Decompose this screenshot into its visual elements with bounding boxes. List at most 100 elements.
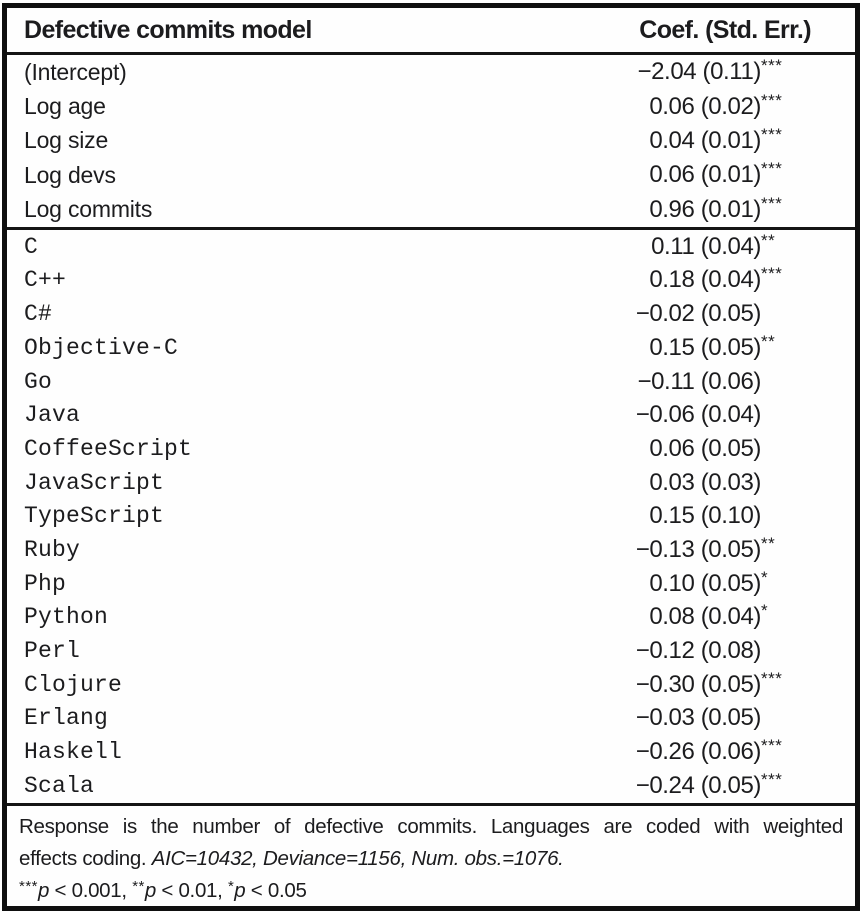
significance-stars: ** [132,877,145,895]
coef-value: −0.12 (0.08) [635,637,762,665]
significance-entry: ***p < 0.001, [19,877,133,902]
significance-threshold: < 0.05 [245,878,307,902]
row-value: 0.10 (0.05) * [649,567,791,598]
table-row: CoffeeScript 0.06 (0.05) [7,432,855,466]
section-model-controls: (Intercept) −2.04 (0.11) *** Log age 0.06 (0… [7,55,855,227]
coef-value: −0.11 (0.06) [637,367,761,395]
coef-value: 0.11 (0.04) [651,232,761,260]
significance-stars: *** [761,264,783,284]
section-languages: C 0.11 (0.04) ** C++ 0.18 (0.04) *** C# −0.02 (… [7,230,855,803]
significance-stars: * [761,567,769,587]
row-label: C# [24,301,53,328]
row-label: Log commits [24,196,153,223]
table-row: Python 0.08 (0.04) * [7,601,855,635]
row-label: JavaScript [24,469,165,496]
row-value: 0.06 (0.02) *** [649,90,791,121]
coef-value: −0.03 (0.05) [635,704,762,732]
significance-stars: *** [761,124,783,144]
significance-entry: **p < 0.01, [132,877,228,902]
row-label: Perl [24,638,81,665]
table-row: Log commits 0.96 (0.01) *** [7,193,855,227]
row-label: Python [24,604,109,631]
row-value: −0.02 (0.05) [636,300,791,328]
table-row: Ruby −0.13 (0.05) ** [7,533,855,567]
row-label: Objective-C [24,334,179,361]
row-label: Scala [24,772,95,799]
significance-stars: ** [761,331,776,351]
footnote-stats-line: effects coding. AIC=10432, Deviance=1156… [19,843,843,875]
row-label: Java [24,402,81,429]
footnote-model-fit-stats: AIC=10432, Deviance=1156, Num. obs.=1076… [151,846,564,870]
coef-value: −0.26 (0.06) [635,738,762,766]
row-value: −0.12 (0.08) [636,637,791,665]
row-value: 0.08 (0.04) * [649,601,791,631]
table-row: Erlang −0.03 (0.05) [7,702,855,736]
row-value: 0.04 (0.01) *** [649,124,791,155]
row-value: 0.96 (0.01) *** [649,193,791,224]
table-row: Java −0.06 (0.04) [7,398,855,432]
coef-value: 0.18 (0.04) [649,266,761,294]
table-row: Log devs 0.06 (0.01) *** [7,158,855,192]
coef-value: −0.02 (0.05) [635,300,762,328]
row-label: Ruby [24,536,81,563]
row-value: −0.26 (0.06) *** [635,736,791,766]
row-label: Erlang [24,705,109,732]
row-value: −0.24 (0.05) *** [635,770,791,800]
coef-value: 0.15 (0.10) [649,502,761,530]
table-row: C 0.11 (0.04) ** [7,230,855,264]
table-row: C++ 0.18 (0.04) *** [7,264,855,298]
coef-value: 0.04 (0.01) [649,126,761,154]
coef-value: 0.06 (0.02) [649,92,761,120]
significance-stars: *** [761,193,783,213]
footnote-effects-coding: effects coding. [19,846,152,870]
significance-legend: ***p < 0.001, **p < 0.01, *p < 0.05 [19,875,843,909]
row-label: Log devs [24,161,116,188]
table-row: Perl −0.12 (0.08) [7,634,855,668]
coef-value: −0.13 (0.05) [635,535,762,563]
table-row: JavaScript 0.03 (0.03) [7,466,855,500]
coef-value: 0.96 (0.01) [649,195,761,223]
row-label: Log size [24,127,109,154]
table-row: Objective-C 0.15 (0.05) ** [7,331,855,365]
coef-value: 0.03 (0.03) [649,468,761,496]
significance-separator: , [121,878,133,902]
row-label: (Intercept) [24,58,127,85]
row-value: 0.15 (0.10) [649,502,791,530]
coef-value: −2.04 (0.11) [637,58,761,86]
row-value: −0.06 (0.04) [636,401,791,429]
row-label: Log age [24,93,106,120]
row-value: 0.06 (0.05) [649,435,791,463]
significance-stars: *** [19,877,39,895]
significance-threshold: < 0.001 [49,878,122,902]
coef-value: 0.10 (0.05) [649,569,761,597]
row-label: C [24,233,39,260]
row-value: −0.30 (0.05) *** [635,668,791,699]
p-symbol: p [144,878,156,902]
p-symbol: p [38,878,50,902]
row-label: CoffeeScript [24,435,193,462]
footnote-response-line: Response is the number of defective comm… [19,814,843,838]
significance-stars: ** [761,533,776,553]
row-value: 0.06 (0.01) *** [649,159,791,189]
row-value: 0.03 (0.03) [649,469,791,497]
row-value: 0.15 (0.05) ** [649,331,791,362]
significance-stars: *** [761,159,783,179]
table-row: Php 0.10 (0.05) * [7,567,855,601]
section-divider [7,226,855,230]
coef-value: 0.06 (0.01) [649,161,761,189]
table-footnotes: Response is the number of defective comm… [7,802,855,909]
p-symbol: p [234,878,246,902]
significance-stars: *** [761,90,783,110]
row-label: Php [24,570,67,597]
significance-stars: *** [761,668,783,688]
coef-value: −0.24 (0.05) [635,771,762,799]
row-value: −0.11 (0.06) [637,368,791,396]
row-label: Haskell [24,739,123,766]
coef-value: −0.30 (0.05) [635,670,762,698]
coef-value: 0.08 (0.04) [649,603,761,631]
table-row: Haskell −0.26 (0.06) *** [7,735,855,769]
row-value: −0.03 (0.05) [636,704,791,732]
row-label: C++ [24,267,67,294]
row-label: TypeScript [24,503,165,530]
